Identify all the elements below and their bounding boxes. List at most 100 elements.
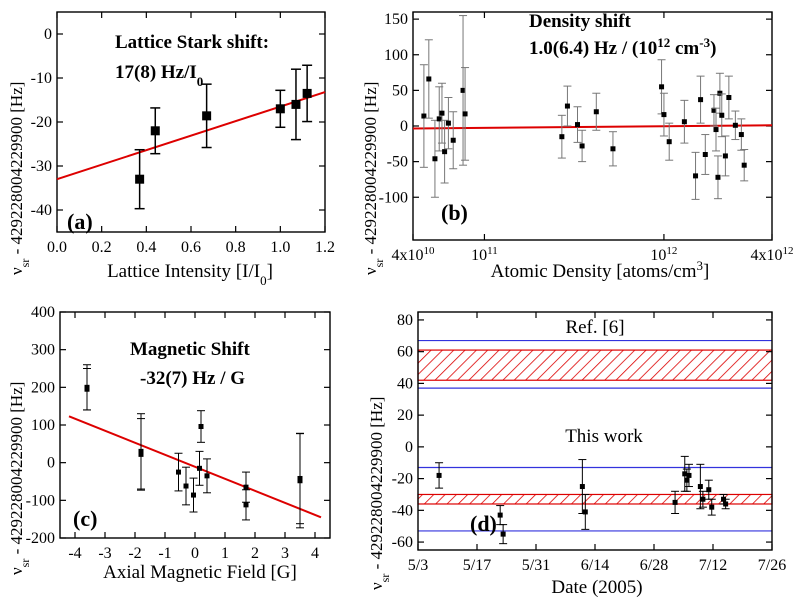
panel-c-points xyxy=(83,364,304,529)
data-point xyxy=(275,104,285,114)
data-point xyxy=(723,501,729,507)
panel-d-annotation-ref: Ref. [6] xyxy=(565,317,624,338)
data-point xyxy=(297,478,303,484)
data-point xyxy=(715,174,721,180)
panel-b-title-line1: Density shift xyxy=(529,11,632,32)
panel-b-ylabel: νsr - 429228004229900 [Hz] xyxy=(361,82,386,275)
data-point xyxy=(711,107,717,113)
x-tick-label: 0 xyxy=(191,545,199,562)
data-point xyxy=(593,109,599,115)
panel-a-ticks: 0.0 0.2 0.4 0.6 0.8 1.0 1.2 0 -10 -20 -30 -40 xyxy=(31,12,335,256)
panel-d-bands xyxy=(417,339,773,532)
data-point xyxy=(582,509,588,515)
panel-b-title-line2: 1.0(6.4) Hz / (1012 cm-3) xyxy=(529,35,716,60)
data-point xyxy=(204,473,210,479)
x-tick-label: -1 xyxy=(158,545,171,562)
x-tick-label: 4x1010 xyxy=(392,245,436,264)
data-point xyxy=(243,484,249,490)
panel-d-ticks: 5/3 5/17 5/31 6/14 6/28 7/12 7/26 80 60 40 20 0 -20 -… xyxy=(392,312,787,574)
panel-d-points xyxy=(435,455,730,545)
y-tick-label: 300 xyxy=(31,342,55,359)
data-point xyxy=(176,469,181,475)
x-tick-label: 3 xyxy=(281,545,289,562)
data-point xyxy=(138,448,144,454)
data-point xyxy=(732,122,738,128)
data-point xyxy=(432,156,438,162)
data-point xyxy=(666,139,672,145)
x-tick-label: 5/3 xyxy=(408,557,428,574)
y-tick-label: -10 xyxy=(31,70,52,87)
data-point xyxy=(686,472,692,478)
data-point xyxy=(709,504,715,510)
panel-a-label: (a) xyxy=(67,209,93,234)
data-point xyxy=(722,153,728,159)
y-tick-label: 60 xyxy=(397,344,413,361)
panel-b-ticks: 4x1010 1011 1012 4x1012 150 100 50 0 -50 -100 xyxy=(379,11,794,264)
y-tick-label: -60 xyxy=(392,534,413,551)
data-point xyxy=(445,120,451,126)
x-tick-label: 6/14 xyxy=(581,557,609,574)
y-tick-label: -20 xyxy=(392,471,413,488)
x-tick-label: 0.6 xyxy=(181,239,201,256)
x-tick-label: 0.0 xyxy=(47,239,67,256)
x-tick-label: 4 xyxy=(311,545,319,562)
x-tick-label: 1.0 xyxy=(270,239,290,256)
x-tick-label: 1011 xyxy=(471,245,498,264)
panel-c-fit-line xyxy=(68,415,322,519)
data-point xyxy=(564,103,570,109)
data-point xyxy=(719,112,725,118)
data-point xyxy=(84,384,90,390)
data-point xyxy=(183,483,189,489)
panel-d: νsr - 429228004229900 [Hz] 5/3 5/17 5/31 6/… xyxy=(367,311,787,598)
x-tick-label: 7/26 xyxy=(758,557,786,574)
data-point xyxy=(191,492,196,498)
data-point xyxy=(697,484,703,490)
x-tick-label: 1012 xyxy=(650,245,677,264)
data-point xyxy=(706,487,712,493)
data-point xyxy=(497,512,503,518)
x-tick-label: -4 xyxy=(68,545,81,562)
y-tick-label: -100 xyxy=(379,189,408,206)
data-point xyxy=(702,152,708,157)
panel-a-ylabel: νsr - 429228004229900 [Hz] xyxy=(7,82,32,275)
data-point xyxy=(610,146,616,152)
panel-c: νsr - 429228004229900 [Hz] -4 -3 -2 -1 0 1 2 3 4… xyxy=(7,304,331,583)
panel-d-annotation-this-work: This work xyxy=(565,426,643,447)
y-tick-label: 400 xyxy=(31,304,55,321)
y-tick-label: 150 xyxy=(384,11,408,28)
data-point xyxy=(672,499,678,505)
data-point xyxy=(579,484,585,490)
panel-a-points xyxy=(134,64,313,210)
y-tick-label: 0 xyxy=(47,455,55,472)
x-tick-label: -3 xyxy=(98,545,111,562)
data-point xyxy=(713,127,719,133)
y-tick-label: -100 xyxy=(26,492,55,509)
data-point xyxy=(421,113,427,119)
x-tick-label: 2 xyxy=(251,545,259,562)
y-tick-label: 100 xyxy=(384,47,408,64)
x-tick-label: 0.2 xyxy=(92,239,112,256)
data-point xyxy=(243,502,249,508)
x-tick-label: 1 xyxy=(221,545,229,562)
data-point xyxy=(726,95,732,100)
y-tick-label: 0 xyxy=(44,26,52,43)
data-point xyxy=(426,76,432,82)
data-point xyxy=(717,90,723,96)
data-point xyxy=(698,97,704,103)
data-point xyxy=(302,88,312,98)
data-point xyxy=(700,496,706,502)
x-tick-label: 5/17 xyxy=(463,557,491,574)
y-tick-label: -40 xyxy=(31,202,52,219)
panel-a-xlabel: Lattice Intensity [I/I0] xyxy=(107,261,273,288)
data-point xyxy=(150,126,160,136)
data-point xyxy=(681,119,687,125)
data-point xyxy=(693,173,699,179)
data-point xyxy=(462,111,468,117)
data-point xyxy=(738,132,744,138)
y-tick-label: 20 xyxy=(397,407,413,424)
band-hatch-1 xyxy=(417,493,773,505)
data-point xyxy=(197,465,202,471)
y-tick-label: -200 xyxy=(26,530,55,547)
data-point xyxy=(741,162,747,168)
